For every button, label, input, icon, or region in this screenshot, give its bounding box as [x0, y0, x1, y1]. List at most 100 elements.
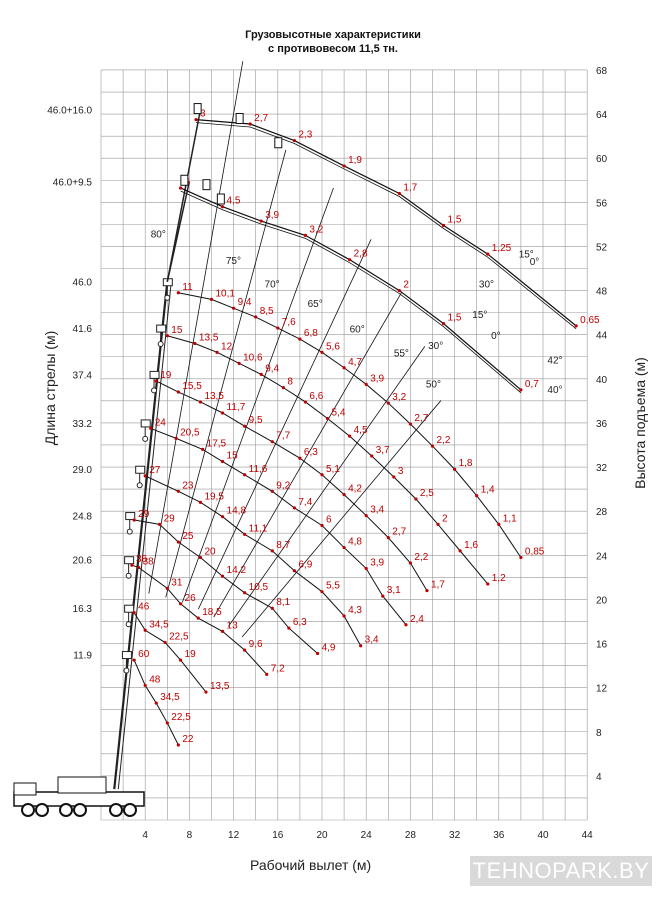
boom-head-block: [149, 370, 160, 379]
load-point: [348, 434, 352, 438]
load-point: [198, 555, 203, 560]
load-value-label: 2,3: [298, 130, 312, 141]
load-point: [198, 500, 203, 504]
x-tick-label: 32: [449, 830, 461, 841]
load-point: [342, 164, 346, 168]
load-value-label: 4,3: [348, 605, 362, 616]
load-value-label: 5,1: [326, 464, 340, 475]
load-value-label: 3,9: [265, 210, 279, 221]
x-axis-label-radius: Рабочий вылет (м): [250, 857, 372, 873]
load-value-label: 8,7: [276, 540, 290, 551]
load-point: [143, 683, 147, 688]
load-point: [243, 424, 247, 428]
load-point: [441, 322, 446, 326]
load-value-label: 1,25: [492, 243, 512, 254]
load-point: [342, 545, 346, 550]
load-point: [348, 258, 352, 262]
load-point: [196, 616, 200, 620]
load-point: [364, 382, 368, 386]
load-point: [176, 390, 180, 394]
load-value-label: 34,5: [149, 619, 169, 630]
load-value-label: 11,1: [249, 523, 268, 534]
boom-length-label: 41.6: [73, 324, 93, 335]
load-point: [386, 401, 390, 405]
load-value-label: 19: [160, 370, 172, 381]
load-value-label: 2,4: [410, 614, 424, 625]
x-tick-label: 20: [316, 830, 328, 841]
load-point: [178, 186, 183, 190]
load-point: [453, 467, 457, 471]
load-point: [194, 117, 198, 122]
load-point: [370, 454, 374, 458]
load-point: [176, 489, 180, 493]
load-value-label: 22,5: [171, 712, 191, 723]
angle-label: 65°: [308, 299, 323, 310]
angle-label: 75°: [226, 256, 241, 267]
load-value-label: 9,2: [276, 480, 290, 491]
boom-main: [113, 281, 169, 790]
load-point: [458, 549, 462, 553]
load-value-label: 4,5: [354, 425, 368, 436]
load-value-label: 2: [403, 280, 409, 291]
load-value-label: 1,9: [348, 155, 362, 166]
truck-wheel: [73, 803, 87, 817]
load-point: [364, 566, 368, 571]
load-value-label: 4,8: [348, 537, 362, 548]
angle-label: 15°: [472, 310, 487, 321]
load-value-label: 60: [138, 649, 150, 660]
angle-label: 70°: [265, 279, 280, 290]
x-tick-label: 24: [361, 830, 373, 841]
load-value-label: 2,2: [437, 435, 451, 446]
chart-title-line2: с противовесом 11,5 тн.: [268, 43, 398, 55]
angle-ray: [148, 61, 244, 594]
load-value-label: 8,1: [276, 597, 290, 608]
load-value-label: 1,5: [448, 214, 462, 225]
angle-label: 30°: [479, 279, 494, 290]
load-value-label: 22: [182, 734, 194, 745]
load-value-label: 25: [182, 531, 194, 542]
load-value-label: 1,2: [492, 573, 506, 584]
load-point: [174, 436, 178, 440]
boom-length-label: 46.0: [73, 278, 93, 289]
angle-label: 30°: [428, 341, 443, 352]
load-point: [292, 138, 296, 143]
jib-curve: [195, 118, 577, 327]
load-value-label: 10,5: [249, 582, 269, 593]
load-value-label: 5,4: [332, 408, 346, 419]
load-point: [178, 658, 183, 662]
load-point: [143, 474, 147, 478]
boom-head-block: [135, 465, 146, 474]
height-tick-label: 40: [596, 375, 608, 386]
load-point: [414, 497, 418, 501]
angle-ray: [213, 292, 402, 618]
angle-label: 55°: [394, 349, 409, 360]
jib-head-block: [180, 174, 189, 186]
load-point: [292, 569, 296, 573]
load-value-label: 6,9: [298, 560, 312, 571]
load-point: [303, 400, 308, 404]
load-point: [204, 690, 208, 694]
load-point: [154, 379, 158, 383]
load-point: [165, 334, 169, 338]
height-tick-label: 16: [596, 640, 608, 651]
watermark-logo: TEHNOPARK.BY: [470, 856, 652, 886]
height-tick-label: 56: [596, 198, 608, 209]
boom-curve: [144, 475, 362, 646]
load-point: [320, 523, 324, 528]
height-tick-label: 28: [596, 507, 608, 518]
load-value-label: 9,4: [238, 297, 252, 308]
chart-title-line1: Грузовысотные характеристики: [245, 29, 421, 41]
load-point: [232, 306, 236, 310]
load-value-label: 3,2: [309, 224, 323, 235]
load-point: [209, 297, 214, 301]
hook-icon: [123, 667, 130, 674]
load-value-label: 3,1: [387, 585, 401, 596]
load-value-label: 7,2: [271, 663, 285, 674]
load-point: [254, 315, 258, 319]
height-tick-label: 4: [596, 772, 602, 783]
truck-cab: [13, 782, 37, 796]
jib-head-block: [202, 179, 211, 191]
load-value-label: 4,7: [348, 357, 362, 368]
jib-head-block: [216, 193, 225, 205]
